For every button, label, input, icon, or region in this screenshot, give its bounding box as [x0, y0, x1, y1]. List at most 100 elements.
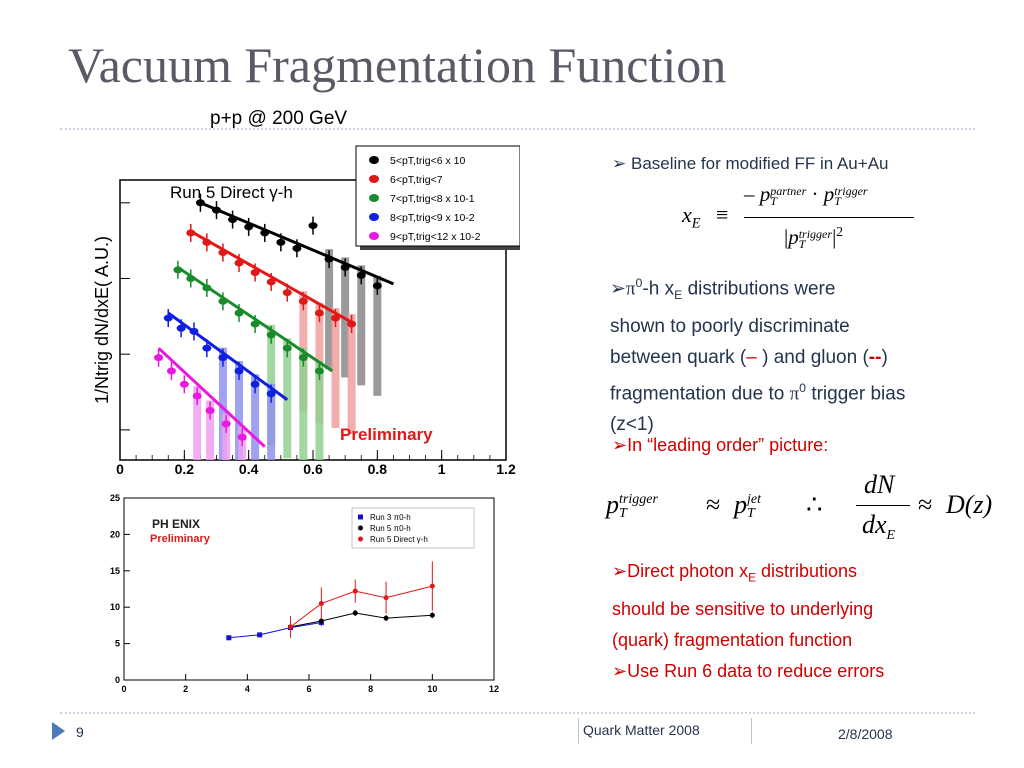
- x-tick-label: 2: [183, 684, 188, 694]
- fit-line: [167, 311, 289, 401]
- data-point: [218, 249, 228, 257]
- page-number: 9: [76, 724, 84, 740]
- bullet-text: ): [881, 347, 888, 369]
- data-point: [234, 259, 244, 267]
- comparison-svg: 0 2 4 6 8 10 12 0 5 10 15 20 25 PH ENIX Preliminary Run…: [110, 493, 499, 694]
- systematic-box: [206, 400, 215, 460]
- eq-approx1: ≈: [706, 490, 721, 519]
- systematic-box: [315, 360, 324, 460]
- data-point: [331, 314, 341, 322]
- legend-label: 6<pT,trig<7: [390, 174, 443, 186]
- xe-distribution-chart: 1/Ntrig dN/dxE( A.U.) 0 0.2 0.4 0.6 0.8 1 1.2 Ru…: [88, 140, 524, 478]
- arrow-bullet-icon: ➢: [612, 660, 628, 681]
- legend-box: [355, 145, 521, 247]
- pi-symbol: π: [789, 383, 800, 405]
- xe-distribution-svg: 1/Ntrig dN/dxE( A.U.) 0 0.2 0.4 0.6 0.8 1 1.2 Ru…: [92, 145, 524, 477]
- gluon-dash: --: [868, 347, 882, 369]
- x-tick-label: 1.2: [496, 461, 516, 477]
- data-point: [298, 354, 308, 362]
- data-point: [318, 618, 324, 624]
- eq-den-pow: 2: [836, 224, 844, 239]
- data-point: [166, 367, 176, 375]
- data-point: [298, 297, 308, 305]
- footer-date: 2/8/2008: [838, 726, 893, 742]
- y-tick-label: 0: [115, 675, 120, 685]
- y-axis-label: 1/Ntrig dN/dxE( A.U.): [92, 236, 112, 404]
- legend-marker: [369, 194, 379, 202]
- eq-dx: dx: [862, 510, 887, 539]
- data-point: [429, 612, 435, 618]
- x-tick-label: 4: [245, 684, 250, 694]
- y-tick-label: 25: [110, 493, 120, 503]
- eq-fraction-bar: [856, 505, 910, 506]
- bullet-text: -h x: [642, 278, 675, 300]
- slide-title: Vacuum Fragmentation Function: [68, 37, 727, 93]
- chart-title: Run 5 Direct γ-h: [170, 183, 293, 202]
- legend-marker: [369, 156, 379, 164]
- x-tick-label: 0: [121, 684, 126, 694]
- legend-box: [351, 507, 475, 549]
- data-point: [352, 588, 358, 594]
- data-point: [234, 309, 244, 317]
- footer-divider: [60, 712, 975, 714]
- x-tick-label: 6: [306, 684, 311, 694]
- eq-dot: ·: [811, 182, 819, 206]
- data-point: [292, 244, 302, 252]
- eq-fraction-bar: [744, 217, 914, 218]
- quark-dash: –: [746, 347, 757, 369]
- data-point: [173, 266, 183, 274]
- xe-definition-equation: xE ≡ – p partner T · p trigger T |p trigger T |…: [682, 180, 922, 260]
- x-tick-label: 0.2: [175, 461, 195, 477]
- data-point: [383, 595, 389, 601]
- eq-xe: x: [682, 202, 692, 227]
- data-point: [250, 268, 260, 276]
- data-point: [202, 344, 212, 352]
- legend-label: 5<pT,trig<6 x 10: [390, 155, 465, 167]
- legend-marker: [358, 536, 363, 542]
- bullet-baseline: ➢ Baseline for modified FF in Au+Au: [612, 148, 888, 179]
- leading-order-equation: p trigger T ≈ p jet T ∴ dN dxE ≈ D(z): [606, 470, 1016, 554]
- bullet-text: (z<1): [610, 414, 654, 436]
- bullet-text: fragmentation due to: [610, 383, 790, 405]
- arrow-bullet-icon: ➢: [612, 154, 627, 173]
- data-point: [186, 229, 196, 237]
- eq-dN: dN: [864, 470, 895, 499]
- legend-label: Run 5 Direct γ-h: [370, 535, 428, 544]
- systematic-box: [193, 386, 202, 460]
- y-tick-label: 15: [110, 566, 120, 576]
- legend-label: 9<pT,trig<12 x 10-2: [390, 231, 481, 243]
- bullet-sub: E: [748, 571, 756, 585]
- systematic-box: [347, 314, 356, 435]
- data-point: [202, 238, 212, 246]
- eq-den-sup: trigger: [798, 227, 833, 242]
- bullet-text: between quark (: [610, 347, 747, 369]
- eq-trigger-sub: T: [619, 506, 627, 522]
- eq-trigger-sup: trigger: [619, 492, 658, 508]
- data-point: [282, 344, 292, 352]
- data-point: [308, 222, 318, 230]
- eq-num-p: – p: [744, 182, 771, 206]
- eq-jet-sub: T: [747, 506, 755, 522]
- eq-xe-sub: E: [691, 215, 701, 232]
- data-point: [347, 320, 357, 328]
- legend-label: Run 3 π0-h: [370, 513, 411, 522]
- fit-line: [157, 347, 266, 448]
- eq-den-p: p: [788, 225, 799, 249]
- data-point: [218, 297, 228, 305]
- data-point: [288, 624, 293, 630]
- preliminary-label: Preliminary: [150, 533, 211, 545]
- eq-num-sup2: trigger: [834, 184, 868, 199]
- data-point: [383, 615, 389, 621]
- legend-marker: [358, 514, 363, 520]
- bullet-text: shown to poorly discriminate: [610, 316, 850, 338]
- systematic-box: [235, 360, 244, 460]
- data-point: [218, 354, 228, 362]
- arrow-bullet-icon: ➢: [610, 278, 626, 300]
- x-tick-label: 10: [427, 684, 437, 694]
- legend-label: 8<pT,trig<9 x 10-2: [390, 212, 475, 224]
- bullet-direct-photon: ➢Direct photon xE distributions should b…: [612, 556, 884, 687]
- data-point: [205, 407, 215, 415]
- systematic-box: [299, 347, 308, 460]
- data-point: [202, 284, 212, 292]
- footer-conference: Quark Matter 2008: [583, 722, 700, 738]
